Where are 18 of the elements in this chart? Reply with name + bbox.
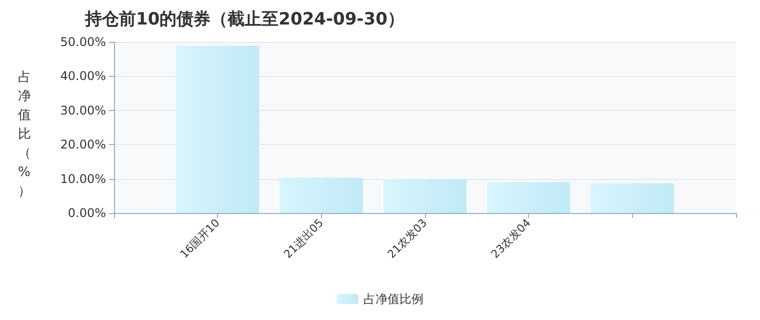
x-tick-label: 16国开10 <box>178 216 222 261</box>
y-tick-label: 20.00% <box>60 138 106 152</box>
bar <box>590 183 674 213</box>
x-tick-label: 21进出05 <box>281 216 326 261</box>
y-tick-label: 10.00% <box>60 172 106 186</box>
y-tick-label: 40.00% <box>60 69 106 84</box>
bar <box>487 182 570 213</box>
y-tick-label: 50.00% <box>60 35 106 49</box>
y-tick-label: 30.00% <box>60 103 106 118</box>
y-axis-title: 占净值比（%） <box>18 70 31 199</box>
y-tick-label: 0.00% <box>68 206 106 220</box>
bar <box>280 178 363 213</box>
chart-title: 持仓前10的债券（截止至2024-09-30） <box>84 10 404 30</box>
bar <box>176 46 260 213</box>
x-tick-label: 21农发03 <box>385 216 430 261</box>
bar <box>384 179 466 213</box>
x-tick-label: 23农发04 <box>488 216 534 261</box>
legend-label: 占净值比例 <box>364 292 424 306</box>
